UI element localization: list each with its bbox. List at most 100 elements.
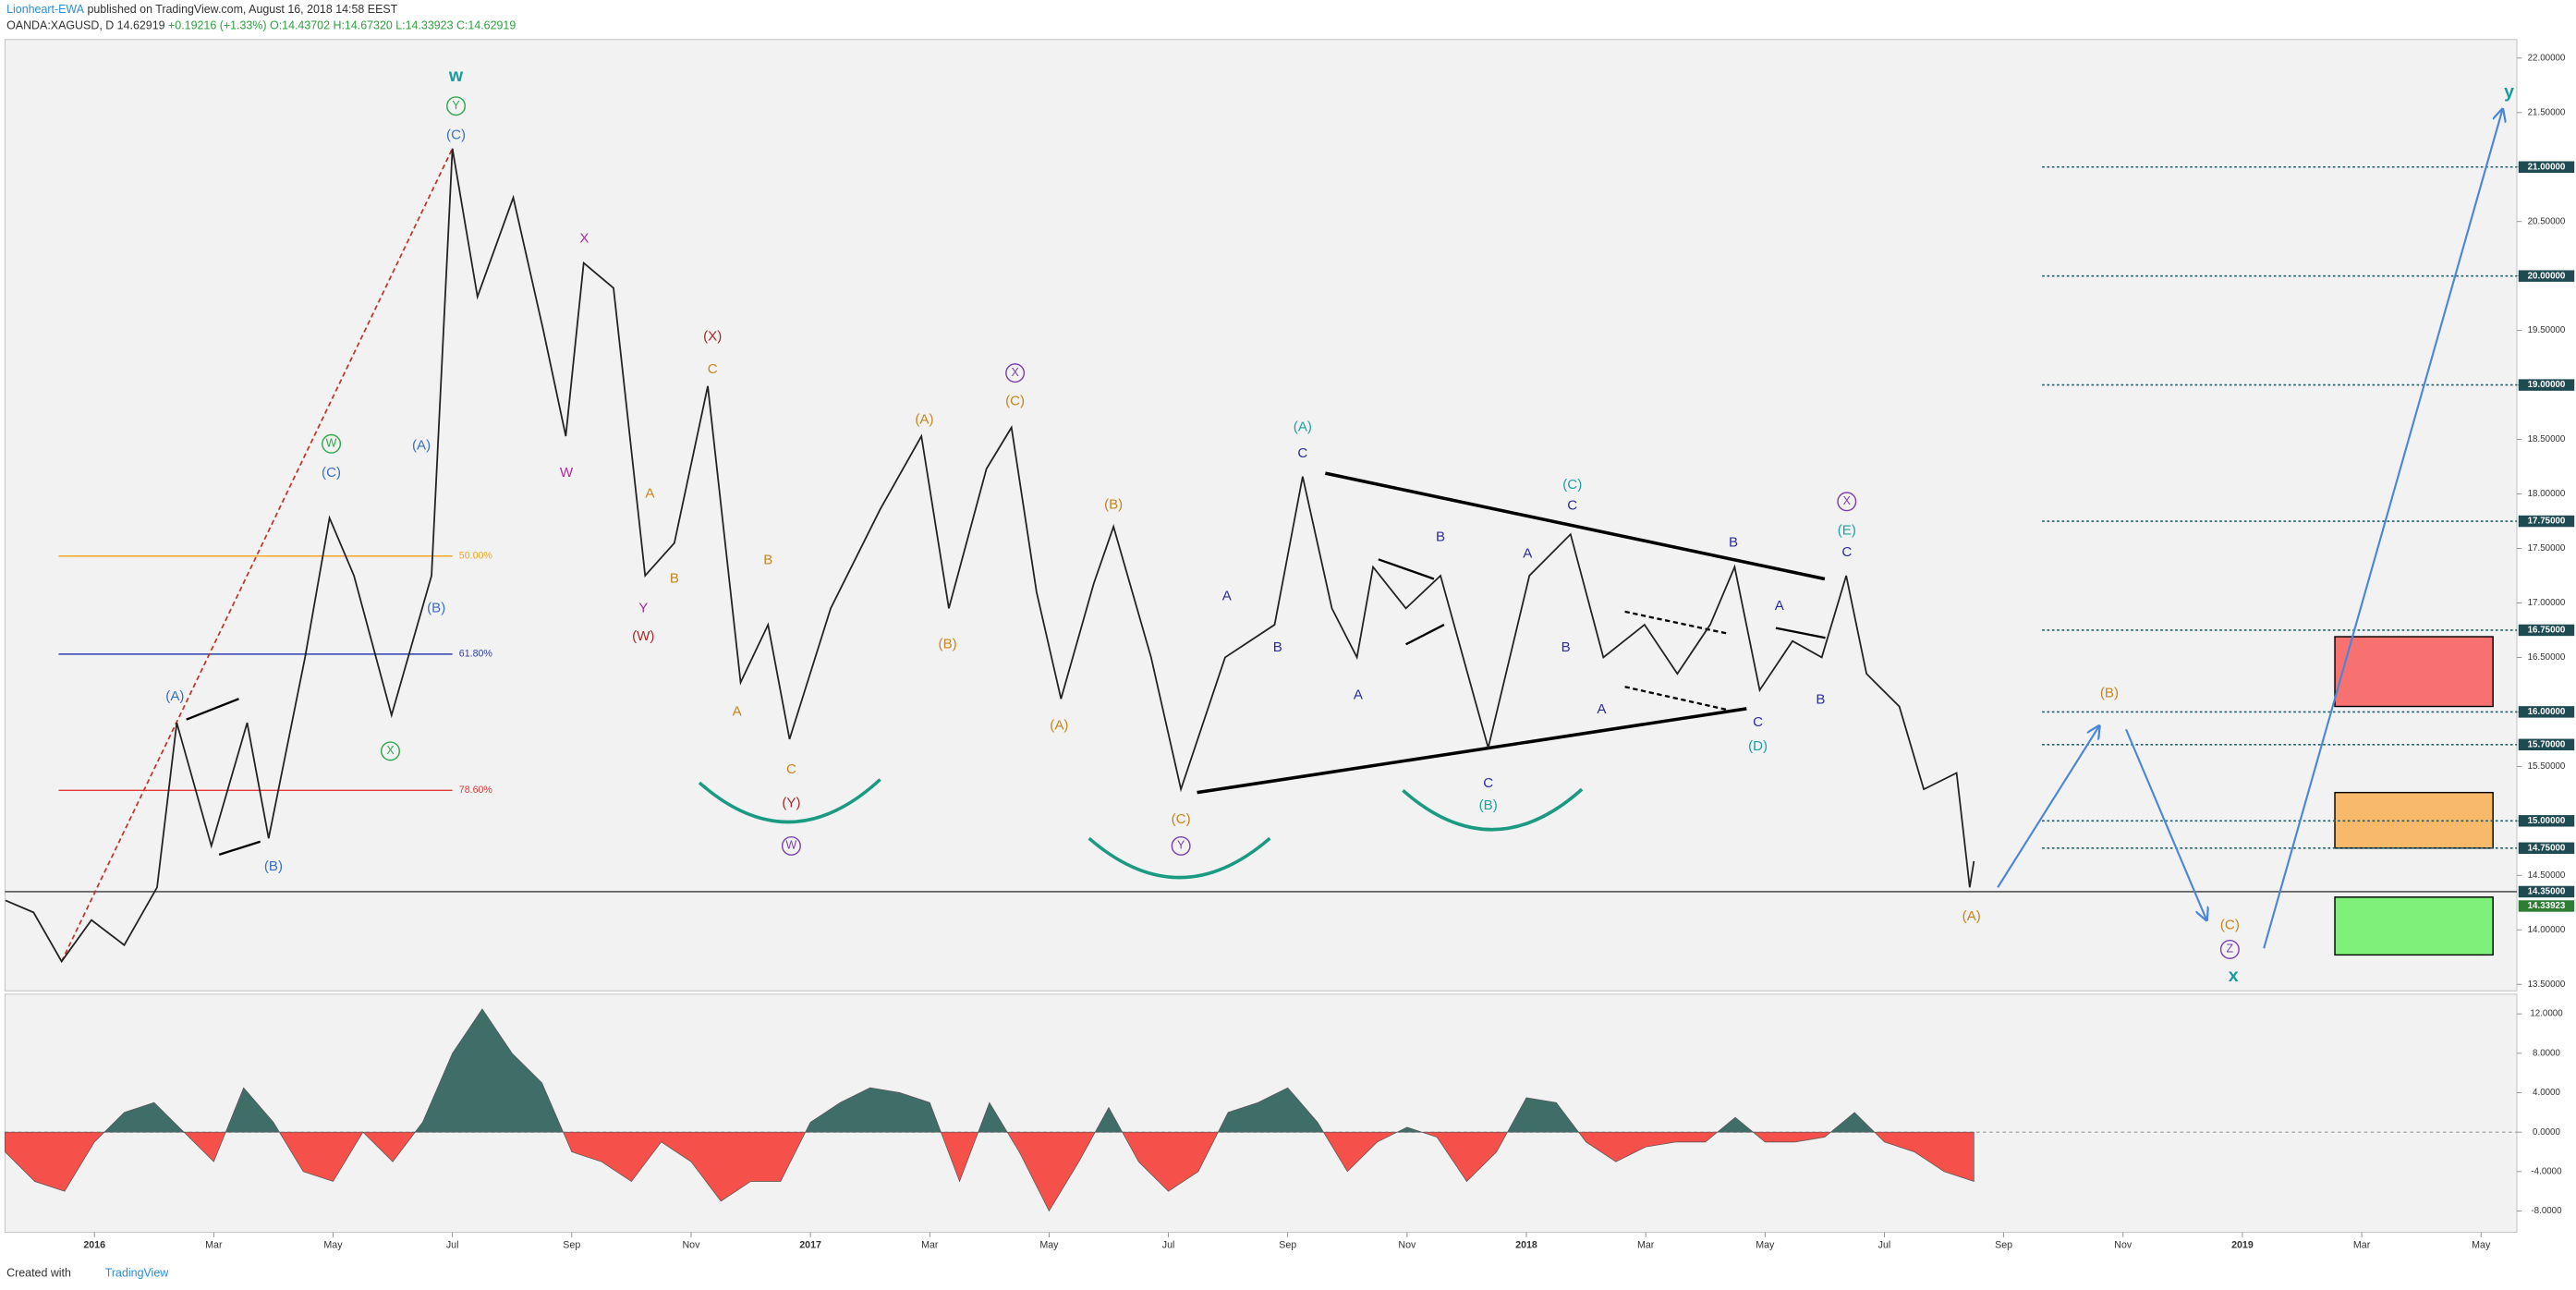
level-label-bg <box>2518 706 2575 718</box>
wave-label: y <box>2504 82 2514 103</box>
x-tick-label: Nov <box>682 1240 700 1251</box>
wave-label: (C) <box>1005 393 1025 408</box>
trendline <box>218 840 261 856</box>
wave-label: (C) <box>446 128 466 143</box>
wave-label: A <box>1775 598 1785 614</box>
last-price-label: 14.33923 <box>2528 901 2566 911</box>
trendline <box>1197 707 1747 795</box>
x-tick-label: 2018 <box>1515 1240 1537 1251</box>
wave-label: B <box>763 552 772 567</box>
published: published on TradingView.com, August 16,… <box>87 3 397 16</box>
wave-label: Y <box>1177 839 1185 852</box>
level-label-bg <box>2518 842 2575 855</box>
wave-label: Y <box>452 99 460 112</box>
trendline <box>1624 686 1728 712</box>
arc <box>698 778 881 824</box>
wave-label: (B) <box>1104 496 1123 512</box>
author[interactable]: Lionheart-EWA <box>6 3 85 16</box>
footer-created: Created with <box>6 1266 71 1279</box>
y-tick-label: 16.50000 <box>2528 652 2566 663</box>
x-tick-label: May <box>2472 1240 2491 1251</box>
trendline <box>1405 624 1445 646</box>
wave-label: C <box>1567 497 1577 513</box>
trendline <box>1775 627 1826 639</box>
x-tick-label: Jul <box>446 1240 459 1251</box>
wave-circle <box>1171 835 1191 856</box>
x-tick-label: Mar <box>1637 1240 1655 1251</box>
trendline <box>1325 471 1826 581</box>
target-box <box>2334 896 2494 956</box>
wave-label: B <box>1729 535 1738 551</box>
level-label-bg <box>2518 270 2575 282</box>
wave-label: A <box>1523 545 1533 561</box>
wave-label: C <box>1841 544 1852 560</box>
wave-label: X <box>1011 366 1019 379</box>
x-tick-label: Nov <box>1398 1240 1416 1251</box>
wave-label: (Y) <box>782 795 800 810</box>
y-tick-label: 22.00000 <box>2528 53 2566 63</box>
wave-label: w <box>448 66 464 86</box>
wave-circle <box>1005 363 1026 383</box>
trendline <box>186 698 239 721</box>
level-label: 15.70000 <box>2528 739 2566 749</box>
level-label-bg <box>2518 161 2575 173</box>
target-box <box>2334 636 2494 708</box>
wave-label: C <box>1483 775 1493 791</box>
level-label: 17.75000 <box>2528 517 2566 527</box>
wave-label: B <box>1273 639 1282 655</box>
level-label-bg <box>2518 379 2575 391</box>
symbol: OANDA:XAGUSD, D <box>6 19 114 32</box>
y-tick-label: 14.00000 <box>2528 925 2566 935</box>
osc-y-tick-label: -4.0000 <box>2531 1166 2562 1176</box>
y-tick-label: 18.00000 <box>2528 489 2566 499</box>
wave-circle <box>2219 939 2240 959</box>
trendline <box>1624 610 1728 635</box>
wave-label: X <box>1843 494 1852 507</box>
level-label-bg <box>2518 815 2575 827</box>
last: 14.62919 <box>117 19 165 32</box>
wave-label: B <box>670 571 679 587</box>
wave-label: (A) <box>915 411 933 427</box>
wave-label: A <box>1354 688 1364 703</box>
osc-y-tick-label: -8.0000 <box>2531 1206 2562 1216</box>
wave-label: A <box>1597 701 1607 717</box>
wave-label: (C) <box>1172 811 1191 827</box>
y-tick-label: 17.00000 <box>2528 598 2566 608</box>
wave-label: X <box>579 231 589 247</box>
wave-label: (X) <box>703 329 722 345</box>
arrow <box>1997 726 2099 888</box>
x-tick-label: Jul <box>1162 1240 1175 1251</box>
x-tick-label: 2019 <box>2231 1240 2254 1251</box>
change: +0.19216 (+1.33%) <box>168 19 267 32</box>
wave-label: B <box>1561 639 1571 655</box>
wave-label: W <box>560 465 574 481</box>
x-tick-label: Sep <box>1279 1240 1296 1251</box>
x-tick-label: May <box>323 1240 343 1251</box>
level-label: 21.00000 <box>2528 162 2566 172</box>
wave-label: (C) <box>322 465 341 481</box>
wave-label: (E) <box>1838 523 1856 539</box>
osc-y-tick-label: 0.0000 <box>2533 1127 2560 1138</box>
wave-label: A <box>1222 588 1233 603</box>
wave-label: B <box>1436 529 1445 545</box>
main-pane <box>4 39 2518 992</box>
wave-circle <box>381 741 400 761</box>
price-line <box>5 148 1975 964</box>
wave-label: (B) <box>1479 797 1498 813</box>
level-label-bg <box>2518 515 2575 528</box>
oscillator-area <box>4 1008 1975 1212</box>
fib-label: 50.00% <box>459 551 493 562</box>
fib-label: 61.80% <box>459 649 493 660</box>
y-tick-label: 13.50000 <box>2528 980 2566 990</box>
x-tick-label: Mar <box>2353 1240 2371 1251</box>
osc-y-tick-label: 4.0000 <box>2533 1088 2560 1098</box>
x-tick-label: May <box>1756 1240 1775 1251</box>
wave-label: C <box>708 361 718 377</box>
footer-brand[interactable]: TradingView <box>105 1266 169 1279</box>
y-tick-label: 15.50000 <box>2528 761 2566 772</box>
x-tick-label: Jul <box>1878 1240 1891 1251</box>
wave-label: (A) <box>165 688 184 704</box>
wave-label: (C) <box>1562 477 1582 493</box>
trendline <box>1378 558 1435 580</box>
level-label-bg <box>2518 624 2575 637</box>
